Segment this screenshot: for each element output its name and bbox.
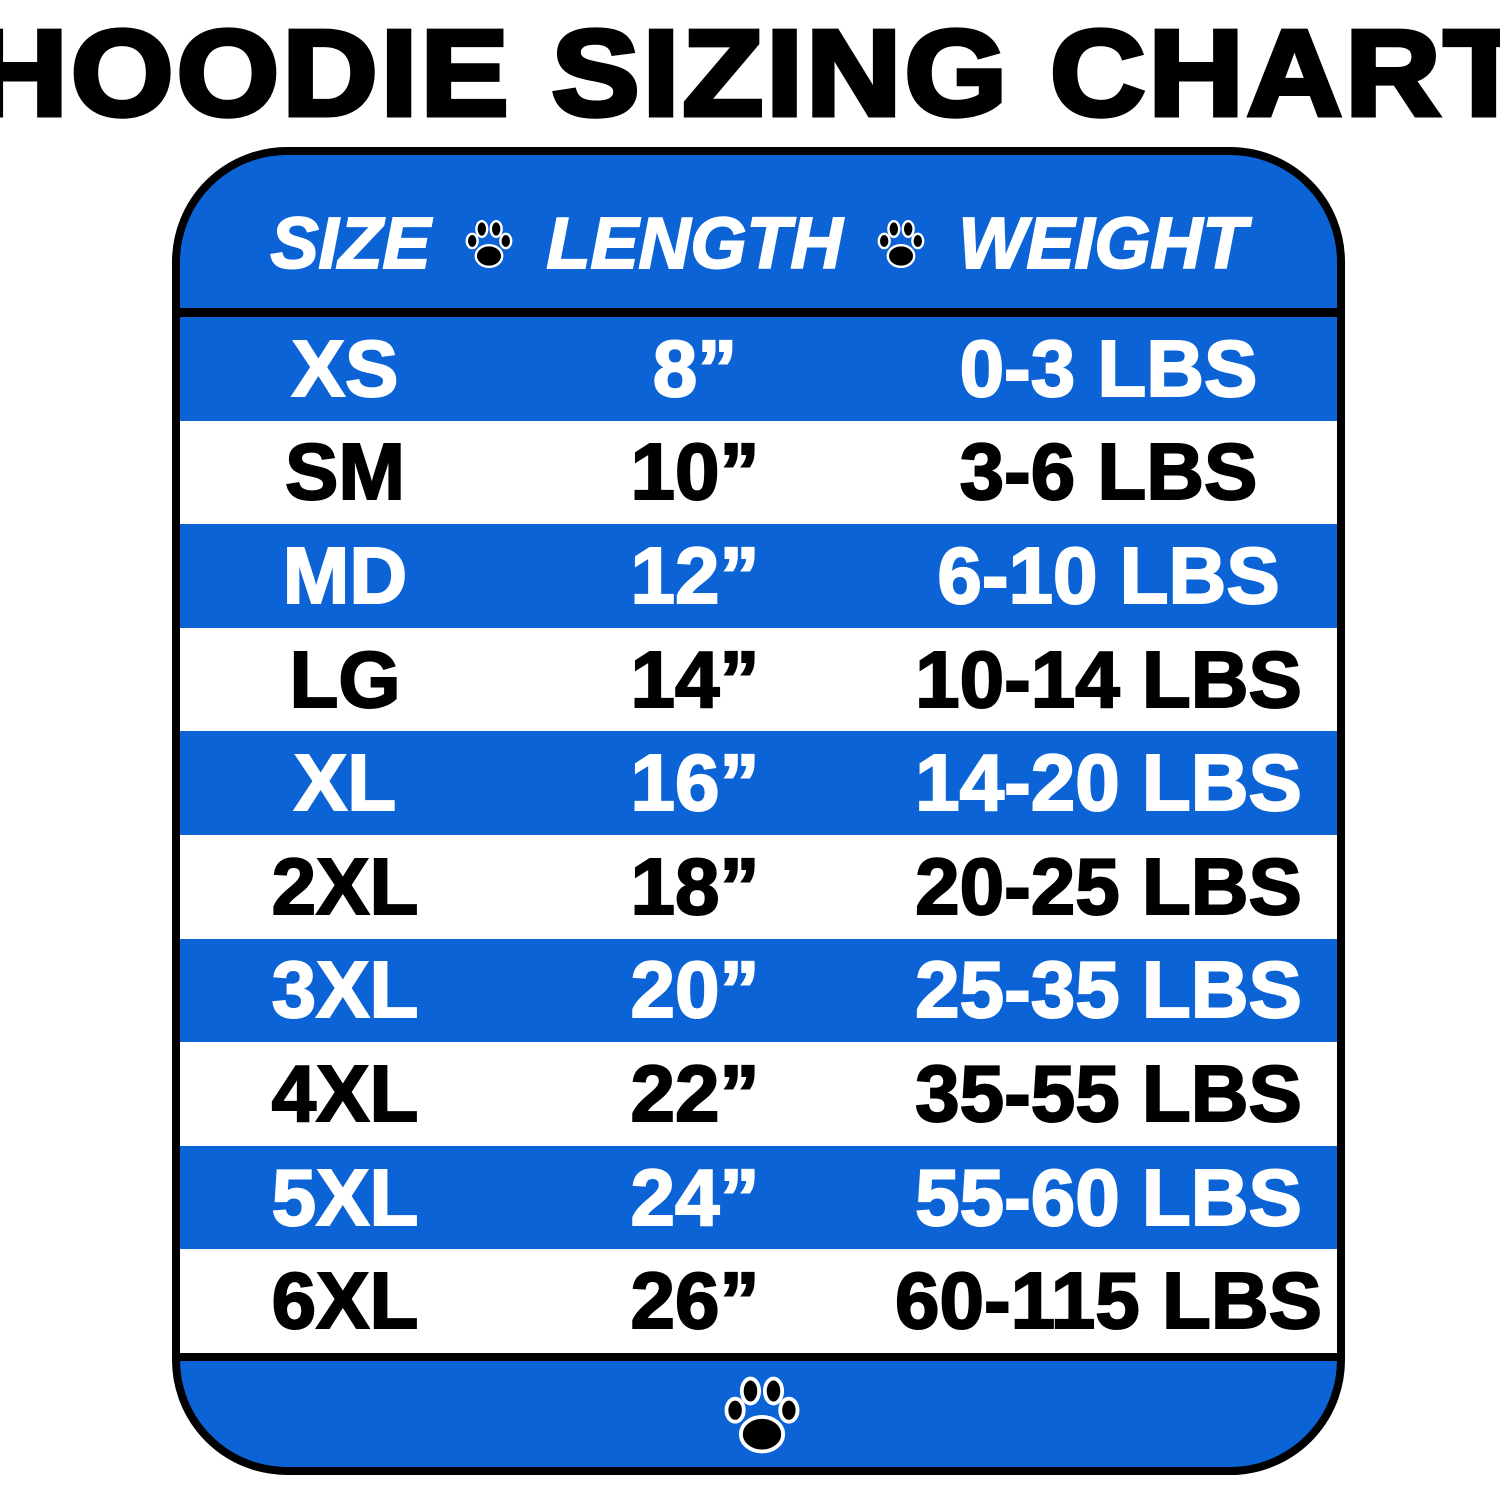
weight-cell: 20-25 LBS: [914, 841, 1303, 932]
column-header-length: LENGTH: [546, 203, 844, 285]
paw-print-icon: [724, 1376, 800, 1454]
weight-cell: 10-14 LBS: [914, 634, 1303, 725]
size-cell: LG: [288, 634, 401, 725]
column-header-size: SIZE: [269, 203, 431, 285]
page-title: HOODIE SIZING CHART: [0, 5, 1500, 141]
table-row: 6XL 26” 60-115 LBS: [180, 1249, 1337, 1353]
size-cell: 3XL: [271, 944, 420, 1035]
footer-divider: [180, 1353, 1337, 1361]
weight-cell: 55-60 LBS: [914, 1152, 1303, 1243]
length-cell: 10”: [630, 426, 761, 517]
table-row: 4XL 22” 35-55 LBS: [180, 1042, 1337, 1146]
table-row: 5XL 24” 55-60 LBS: [180, 1145, 1337, 1250]
table-row: SM 10” 3-6 LBS: [180, 420, 1337, 525]
weight-cell: 14-20 LBS: [914, 737, 1303, 828]
table-row: XS 8” 0-3 LBS: [180, 317, 1337, 421]
length-cell: 16”: [630, 737, 761, 828]
length-cell: 12”: [630, 530, 761, 621]
weight-cell: 3-6 LBS: [959, 426, 1259, 517]
size-cell: 2XL: [271, 841, 420, 932]
table-row: 3XL 20” 25-35 LBS: [180, 938, 1337, 1043]
size-cell: 5XL: [271, 1152, 420, 1243]
size-cell: MD: [282, 530, 408, 621]
size-cell: 4XL: [271, 1048, 420, 1139]
weight-cell: 0-3 LBS: [959, 323, 1259, 414]
table-row: XL 16” 14-20 LBS: [180, 731, 1337, 835]
sizing-table: SIZE LENGTH WEIGHT XS 8” 0-3 LBS SM 10” 3-6 L…: [172, 147, 1345, 1475]
size-cell: 6XL: [271, 1255, 420, 1346]
size-cell: XS: [291, 323, 400, 414]
table-header: SIZE LENGTH WEIGHT: [180, 155, 1337, 308]
length-cell: 14”: [630, 634, 761, 725]
table-row: MD 12” 6-10 LBS: [180, 524, 1337, 628]
table-body: XS 8” 0-3 LBS SM 10” 3-6 LBS MD 12” 6-10 LBS LG 14…: [180, 317, 1337, 1353]
weight-cell: 6-10 LBS: [936, 530, 1280, 621]
length-cell: 22”: [630, 1048, 761, 1139]
table-row: LG 14” 10-14 LBS: [180, 627, 1337, 732]
paw-print-icon: [877, 220, 924, 268]
length-cell: 18”: [630, 841, 761, 932]
length-cell: 26”: [630, 1255, 761, 1346]
paw-print-icon: [465, 220, 512, 268]
size-cell: SM: [284, 426, 406, 517]
weight-cell: 25-35 LBS: [914, 944, 1303, 1035]
length-cell: 8”: [652, 323, 739, 414]
size-cell: XL: [293, 737, 397, 828]
table-row: 2XL 18” 20-25 LBS: [180, 834, 1337, 939]
length-cell: 20”: [630, 944, 761, 1035]
weight-cell: 60-115 LBS: [894, 1255, 1323, 1346]
column-header-weight: WEIGHT: [958, 203, 1248, 285]
weight-cell: 35-55 LBS: [914, 1048, 1303, 1139]
length-cell: 24”: [630, 1152, 761, 1243]
header-divider: [180, 308, 1337, 317]
